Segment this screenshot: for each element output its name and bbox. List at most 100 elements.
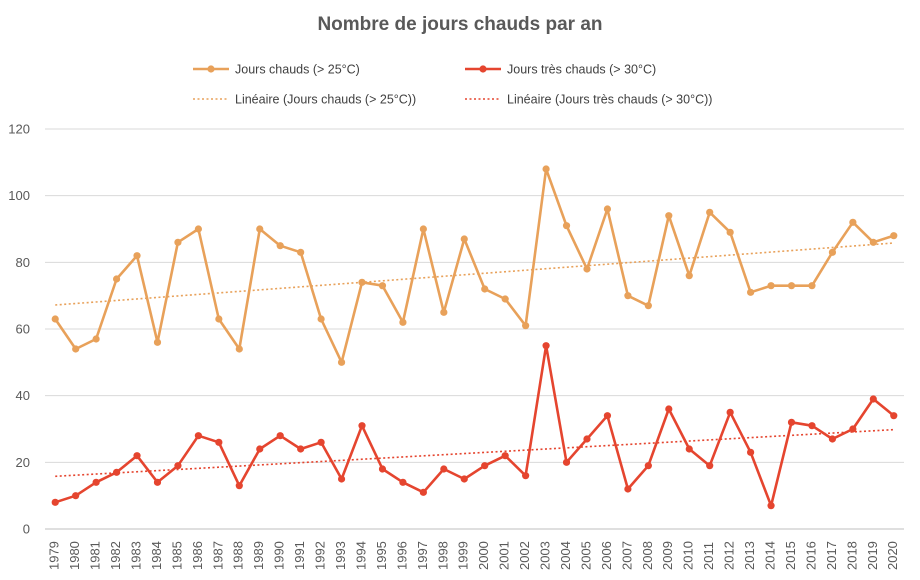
data-point xyxy=(460,235,468,243)
x-tick-label: 1993 xyxy=(333,541,348,570)
x-tick-label: 2020 xyxy=(885,541,900,570)
x-tick-label: 1981 xyxy=(88,541,103,570)
x-tick-label: 2011 xyxy=(701,542,716,570)
data-point xyxy=(133,252,141,260)
data-point xyxy=(72,492,80,500)
x-tick-label: 2000 xyxy=(476,541,491,570)
trendline xyxy=(55,428,894,478)
data-point xyxy=(92,478,100,486)
data-point xyxy=(133,452,141,460)
data-point xyxy=(562,222,571,230)
y-tick-label: 60 xyxy=(16,322,30,337)
legend-label: Jours très chauds (> 30°C) xyxy=(507,63,656,77)
data-point xyxy=(583,265,591,273)
x-tick-label: 2010 xyxy=(681,541,696,570)
data-point xyxy=(256,445,264,453)
data-point xyxy=(440,308,448,316)
data-point xyxy=(297,445,305,453)
data-point xyxy=(583,435,591,443)
x-tick-label: 1985 xyxy=(169,541,184,570)
y-tick-label: 40 xyxy=(16,388,30,403)
data-point xyxy=(787,282,796,290)
data-point xyxy=(419,225,427,233)
x-tick-label: 2018 xyxy=(844,541,859,570)
y-tick-label: 80 xyxy=(16,255,30,270)
data-point xyxy=(747,448,755,456)
y-tick-label: 120 xyxy=(8,122,30,137)
data-point xyxy=(194,432,202,440)
y-tick-label: 100 xyxy=(8,188,30,203)
legend-label: Linéaire (Jours très chauds (> 30°C)) xyxy=(507,93,712,107)
x-tick-label: 1997 xyxy=(415,541,430,570)
data-point xyxy=(51,498,59,506)
data-point xyxy=(501,452,509,460)
x-tick-label: 2006 xyxy=(599,541,614,570)
data-point xyxy=(399,478,407,486)
data-point xyxy=(685,445,693,453)
data-point xyxy=(644,302,652,310)
chart-title: Nombre de jours chauds par an xyxy=(317,14,603,35)
x-tick-label: 2016 xyxy=(803,541,818,570)
data-point xyxy=(256,225,264,233)
data-point xyxy=(481,285,489,293)
x-tick-label: 2003 xyxy=(538,541,553,570)
x-tick-label: 1988 xyxy=(231,541,246,570)
data-point xyxy=(869,395,877,403)
data-point xyxy=(378,465,387,473)
data-point xyxy=(215,315,223,323)
x-tick-label: 2019 xyxy=(865,541,880,570)
data-point xyxy=(358,422,366,430)
x-tick-label: 1989 xyxy=(251,541,266,570)
data-point xyxy=(849,425,857,433)
data-point xyxy=(481,462,489,470)
data-point xyxy=(337,358,346,366)
data-point xyxy=(92,335,100,343)
data-point xyxy=(808,422,816,430)
x-tick-label: 2007 xyxy=(619,541,634,570)
x-tick-label: 1986 xyxy=(190,541,205,570)
data-point xyxy=(297,248,305,256)
legend-swatch-marker xyxy=(479,65,487,73)
x-tick-label: 1982 xyxy=(108,541,123,570)
x-tick-label: 1980 xyxy=(67,541,82,570)
data-point xyxy=(51,315,59,323)
data-point xyxy=(665,212,673,220)
data-point xyxy=(317,315,325,323)
data-point xyxy=(235,482,243,490)
data-point xyxy=(235,345,243,353)
x-tick-label: 1996 xyxy=(394,541,409,570)
data-point xyxy=(378,282,387,290)
x-tick-label: 2012 xyxy=(722,541,737,570)
x-tick-label: 1984 xyxy=(149,541,164,570)
x-tick-label: 1994 xyxy=(353,541,368,570)
data-point xyxy=(419,488,427,496)
x-tick-label: 2014 xyxy=(762,541,777,570)
data-point xyxy=(890,412,898,420)
x-tick-label: 1990 xyxy=(272,541,287,570)
data-point xyxy=(890,232,898,240)
data-point xyxy=(358,278,366,286)
data-point xyxy=(522,322,530,330)
data-point xyxy=(828,435,837,443)
legend-swatch-marker xyxy=(207,65,215,73)
data-point xyxy=(337,475,346,483)
data-point xyxy=(194,225,202,233)
data-point xyxy=(542,342,550,350)
data-point xyxy=(276,242,284,250)
data-point xyxy=(767,502,775,510)
x-tick-label: 1998 xyxy=(435,541,450,570)
x-tick-label: 2013 xyxy=(742,541,757,570)
data-point xyxy=(501,295,509,303)
x-tick-label: 2015 xyxy=(783,541,798,570)
data-point xyxy=(603,205,612,213)
data-point xyxy=(706,462,714,470)
x-tick-label: 1987 xyxy=(210,541,225,570)
data-point xyxy=(174,462,182,470)
data-point xyxy=(747,288,755,296)
trendline xyxy=(55,242,894,306)
data-point xyxy=(276,432,284,440)
data-point xyxy=(706,208,714,216)
legend-label: Linéaire (Jours chauds (> 25°C)) xyxy=(235,93,416,107)
